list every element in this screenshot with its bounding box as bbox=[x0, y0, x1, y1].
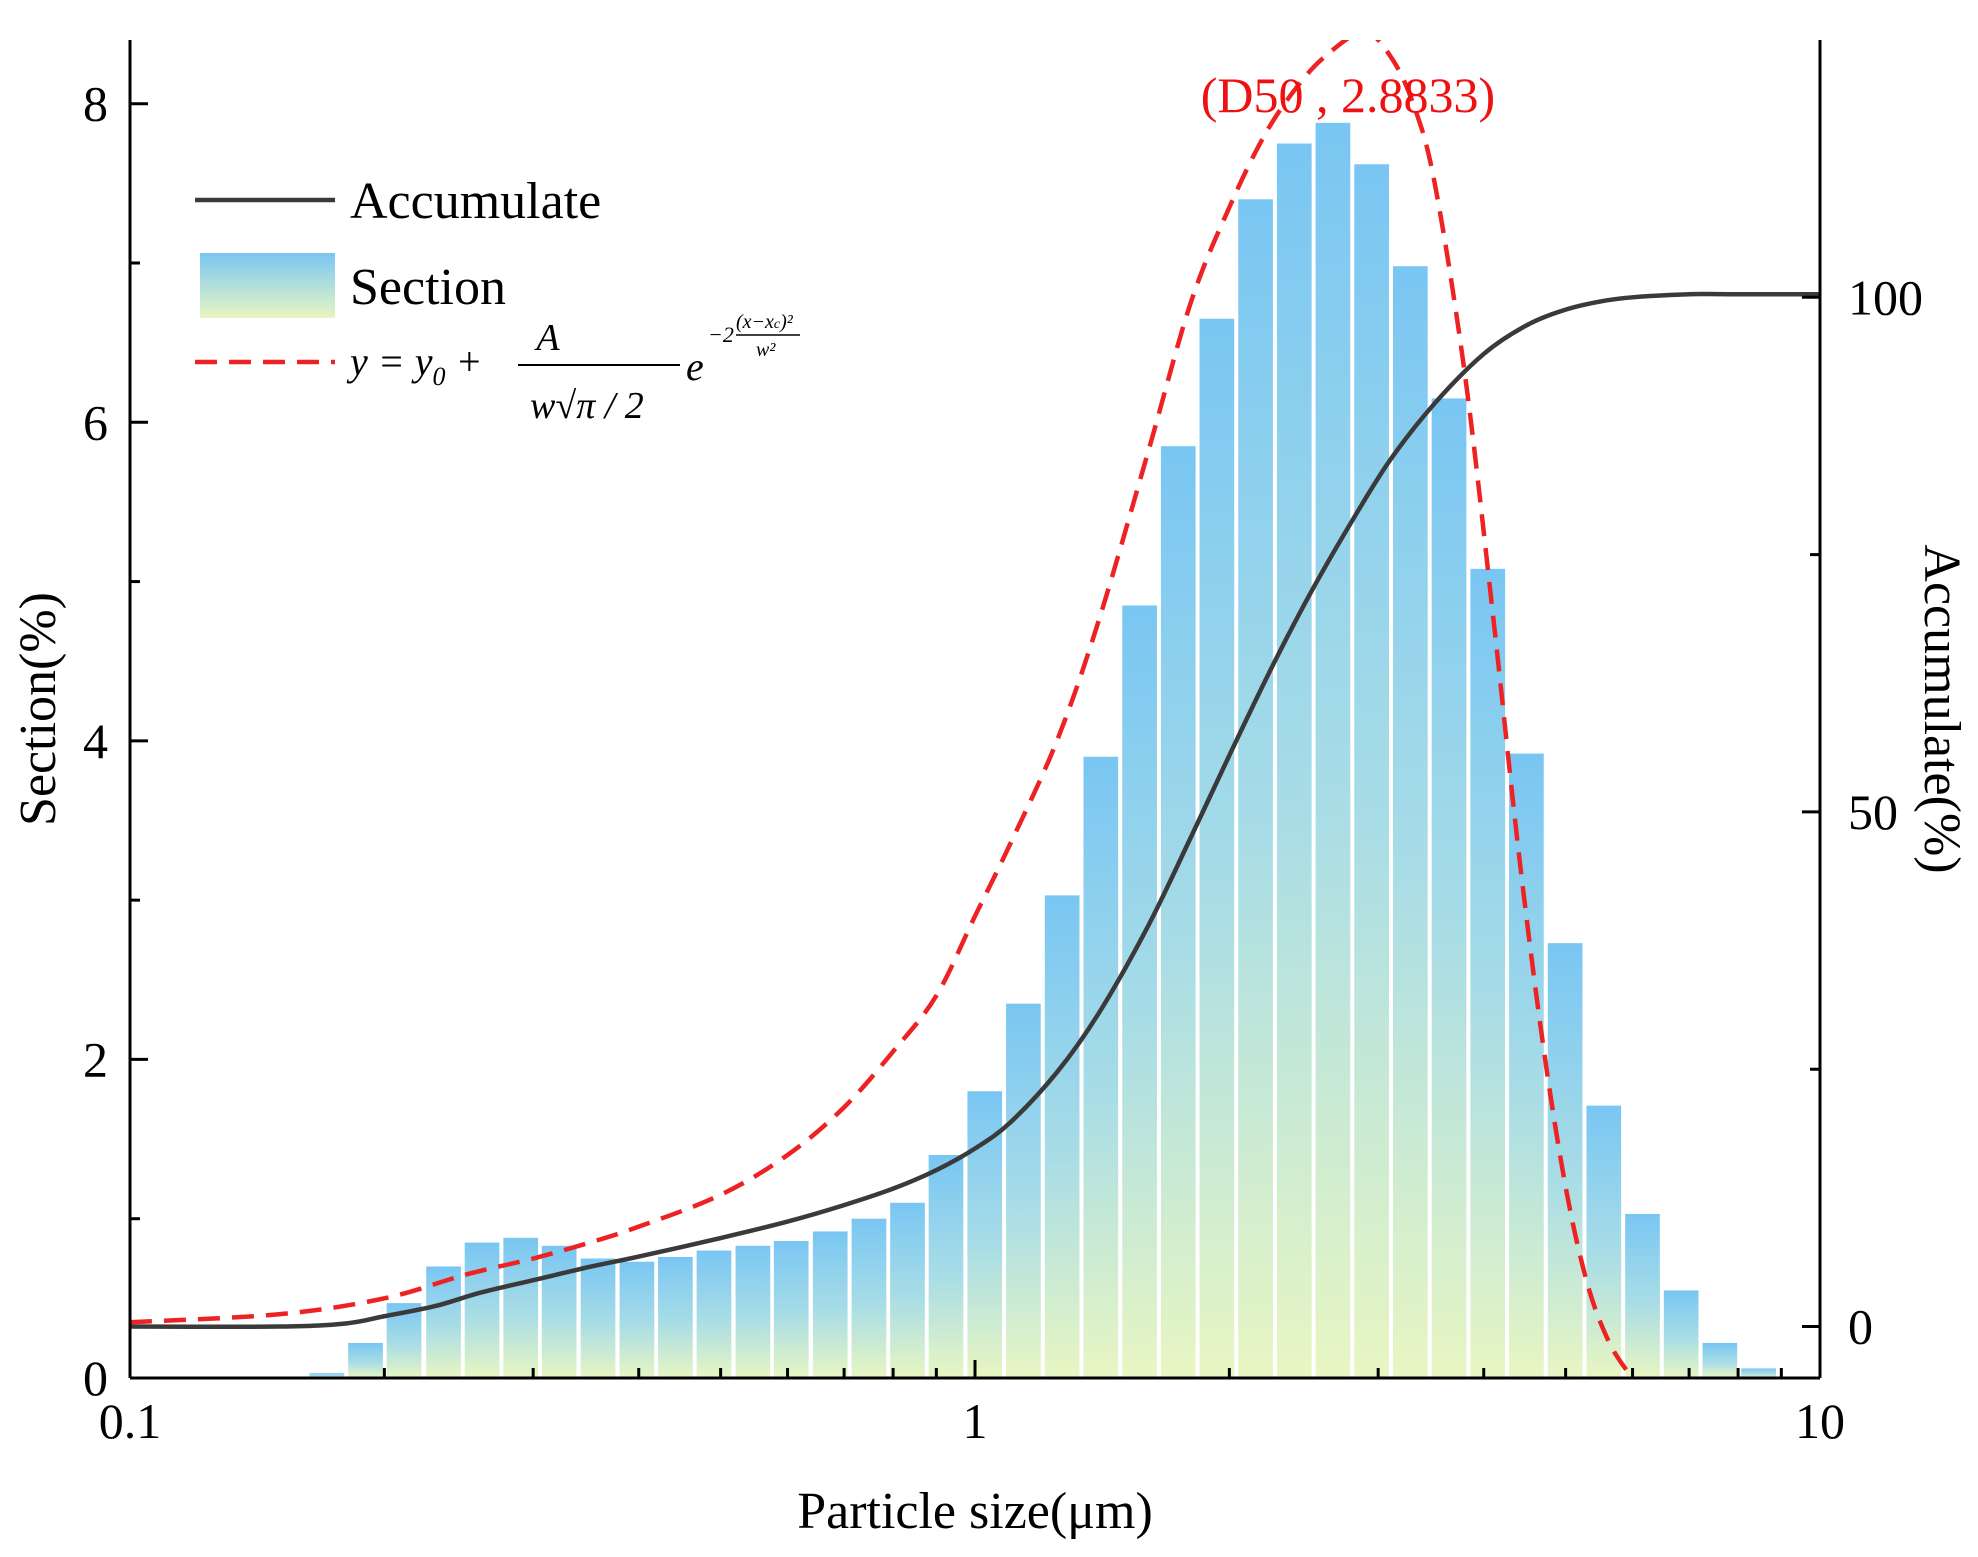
section-bar bbox=[1470, 568, 1506, 1378]
section-bar bbox=[1083, 756, 1119, 1378]
y-tick-label: 6 bbox=[83, 394, 108, 450]
accumulate-line bbox=[130, 291, 1820, 1330]
y-tick-label: 4 bbox=[83, 713, 108, 769]
svg-text:y = y0 +: y = y0 + bbox=[346, 339, 483, 391]
section-bar bbox=[541, 1245, 577, 1378]
section-bar bbox=[619, 1261, 655, 1378]
y-tick-label: 2 bbox=[83, 1031, 108, 1087]
legend-accumulate-label: Accumulate bbox=[350, 173, 601, 230]
section-bar bbox=[890, 1202, 925, 1378]
x-tick-label: 10 bbox=[1795, 1393, 1845, 1449]
section-bar bbox=[658, 1256, 693, 1378]
d50-annotation: (D50 , 2.8833) bbox=[1201, 67, 1495, 123]
y-axis-title: Section(%) bbox=[10, 592, 67, 826]
section-bar bbox=[426, 1266, 461, 1378]
section-bar bbox=[348, 1342, 383, 1378]
section-bar bbox=[1741, 1368, 1776, 1378]
section-bar bbox=[1122, 605, 1157, 1378]
svg-text:−2: −2 bbox=[708, 322, 734, 347]
section-bar bbox=[464, 1242, 500, 1378]
svg-text:(x−xc)²: (x−xc)² bbox=[736, 311, 794, 333]
section-bar bbox=[309, 1373, 345, 1378]
section-bar bbox=[1044, 895, 1080, 1378]
y2-tick-label: 50 bbox=[1848, 784, 1898, 840]
section-bar bbox=[967, 1091, 1003, 1378]
y-tick-label: 0 bbox=[83, 1350, 108, 1406]
gaussian-fit-line bbox=[130, 40, 1636, 1378]
x-tick-label: 0.1 bbox=[99, 1393, 162, 1449]
svg-text:w√π / 2: w√π / 2 bbox=[530, 385, 644, 427]
section-bars bbox=[309, 122, 1776, 1378]
y-tick-label: 8 bbox=[83, 76, 108, 132]
section-bar bbox=[1586, 1105, 1622, 1378]
y2-axis-title: Accumulate(%) bbox=[1913, 544, 1970, 873]
y2-tick-label: 100 bbox=[1848, 269, 1923, 325]
section-bar bbox=[1663, 1290, 1699, 1378]
section-bar bbox=[735, 1245, 771, 1378]
section-bar bbox=[812, 1231, 848, 1378]
y2-tick-label: 0 bbox=[1848, 1299, 1873, 1355]
legend-section-swatch bbox=[200, 253, 335, 318]
section-bar bbox=[1315, 122, 1351, 1378]
legend-fit-formula: y = y0 + A w√π / 2 e −2 (x−xc)² w² bbox=[346, 311, 800, 427]
section-bar bbox=[503, 1237, 539, 1378]
section-bar bbox=[1625, 1213, 1660, 1378]
section-bar bbox=[580, 1258, 616, 1378]
section-bar bbox=[773, 1241, 809, 1378]
section-bar bbox=[1509, 753, 1544, 1378]
x-axis-title: Particle size(μm) bbox=[797, 1483, 1153, 1540]
section-bar bbox=[1160, 446, 1196, 1378]
section-bar bbox=[1199, 318, 1235, 1378]
section-bar bbox=[1702, 1342, 1738, 1378]
section-bar bbox=[851, 1218, 887, 1378]
section-bar bbox=[1006, 1003, 1041, 1378]
section-bar bbox=[1431, 398, 1467, 1378]
section-bar bbox=[1238, 199, 1273, 1378]
legend: Accumulate Section y = y0 + A w√π / 2 e … bbox=[195, 173, 800, 427]
x-tick-label: 1 bbox=[963, 1393, 988, 1449]
svg-text:A: A bbox=[533, 317, 560, 359]
section-bar bbox=[696, 1250, 732, 1378]
svg-text:e: e bbox=[686, 344, 704, 389]
section-bar bbox=[1276, 143, 1312, 1378]
section-bar bbox=[1547, 943, 1583, 1378]
legend-section-label: Section bbox=[350, 259, 506, 316]
section-bar bbox=[1354, 164, 1389, 1378]
section-bar bbox=[928, 1155, 964, 1378]
svg-text:w²: w² bbox=[756, 339, 776, 361]
